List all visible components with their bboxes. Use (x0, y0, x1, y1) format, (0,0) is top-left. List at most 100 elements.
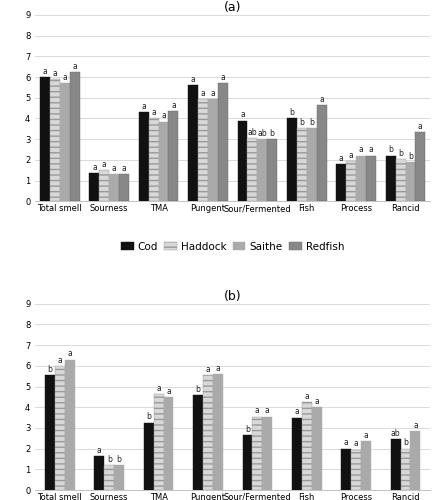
Text: a: a (156, 384, 161, 392)
Text: a: a (348, 150, 353, 160)
Bar (395, 159, 405, 202)
Bar (405, 162, 414, 202)
Bar (311, 407, 321, 490)
Text: b: b (299, 118, 304, 126)
Bar (168, 111, 178, 202)
Text: a: a (304, 392, 308, 401)
Bar (208, 99, 217, 202)
Bar (158, 122, 168, 202)
Bar (242, 435, 252, 490)
Text: a: a (220, 73, 225, 82)
Bar (193, 395, 202, 490)
Bar (60, 84, 70, 202)
Text: a: a (215, 364, 220, 373)
Text: b: b (387, 146, 392, 154)
Text: a: a (42, 67, 47, 76)
Text: ab: ab (247, 128, 257, 137)
Bar (360, 442, 370, 490)
Text: a: a (343, 438, 348, 448)
Text: a: a (102, 160, 106, 169)
Bar (237, 120, 247, 202)
Bar (301, 402, 311, 490)
Bar (316, 105, 326, 202)
Text: a: a (318, 95, 323, 104)
Text: a: a (338, 154, 343, 163)
Text: a: a (67, 350, 72, 358)
Bar (296, 128, 306, 202)
Text: a: a (264, 406, 269, 416)
Bar (257, 139, 267, 202)
Bar (341, 448, 350, 490)
Text: b: b (117, 455, 121, 464)
Bar (55, 366, 65, 490)
Bar (99, 170, 109, 202)
Title: (a): (a) (223, 1, 241, 14)
Text: b: b (402, 438, 407, 448)
Bar (390, 440, 399, 490)
Bar (114, 465, 124, 490)
Text: a: a (121, 164, 126, 173)
Bar (70, 72, 79, 202)
Text: a: a (57, 356, 62, 364)
Text: b: b (146, 412, 151, 422)
Bar (119, 174, 129, 202)
Bar (65, 360, 74, 490)
Text: b: b (407, 152, 412, 160)
Text: a: a (205, 365, 210, 374)
Text: a: a (92, 163, 96, 172)
Bar (109, 174, 119, 202)
Bar (202, 375, 212, 490)
Text: b: b (195, 384, 200, 394)
Bar (350, 450, 360, 490)
Bar (212, 374, 222, 490)
Text: a: a (358, 146, 363, 154)
Text: b: b (397, 148, 402, 158)
Text: a: a (353, 440, 358, 448)
Text: b: b (106, 455, 111, 464)
Text: a: a (171, 101, 175, 110)
Text: a: a (166, 386, 170, 396)
Bar (217, 84, 227, 202)
Text: a: a (417, 122, 422, 130)
Text: a: a (161, 112, 166, 120)
Bar (267, 139, 276, 202)
Bar (252, 416, 262, 490)
Bar (188, 86, 198, 202)
Bar (346, 161, 355, 202)
Bar (286, 118, 296, 202)
Text: a: a (151, 108, 155, 117)
Text: b: b (289, 108, 294, 117)
Text: b: b (269, 129, 274, 138)
Bar (94, 456, 104, 490)
Text: a: a (363, 431, 367, 440)
Bar (138, 112, 148, 202)
Text: a: a (200, 88, 205, 98)
Legend: Cod, Haddock, Saithe, Redfish: Cod, Haddock, Saithe, Redfish (117, 238, 348, 256)
Bar (50, 79, 60, 202)
Text: ab: ab (257, 129, 266, 138)
Text: a: a (72, 62, 77, 70)
Text: b: b (244, 425, 249, 434)
Bar (148, 118, 158, 202)
Text: a: a (240, 110, 244, 120)
Bar (45, 375, 55, 490)
Text: a: a (294, 408, 299, 416)
Bar (385, 156, 395, 202)
Bar (40, 77, 50, 202)
Text: a: a (141, 102, 146, 111)
Bar (163, 397, 173, 490)
Bar (414, 132, 424, 202)
Text: a: a (53, 69, 57, 78)
Text: b: b (47, 365, 52, 374)
Bar (410, 431, 419, 490)
Bar (247, 138, 257, 202)
Bar (306, 128, 316, 202)
Bar (89, 174, 99, 202)
Bar (104, 465, 114, 490)
Title: (b): (b) (223, 290, 241, 302)
Text: a: a (191, 75, 195, 84)
Text: a: a (62, 73, 67, 82)
Text: ab: ab (390, 429, 399, 438)
Text: b: b (308, 118, 314, 126)
Text: a: a (97, 446, 102, 454)
